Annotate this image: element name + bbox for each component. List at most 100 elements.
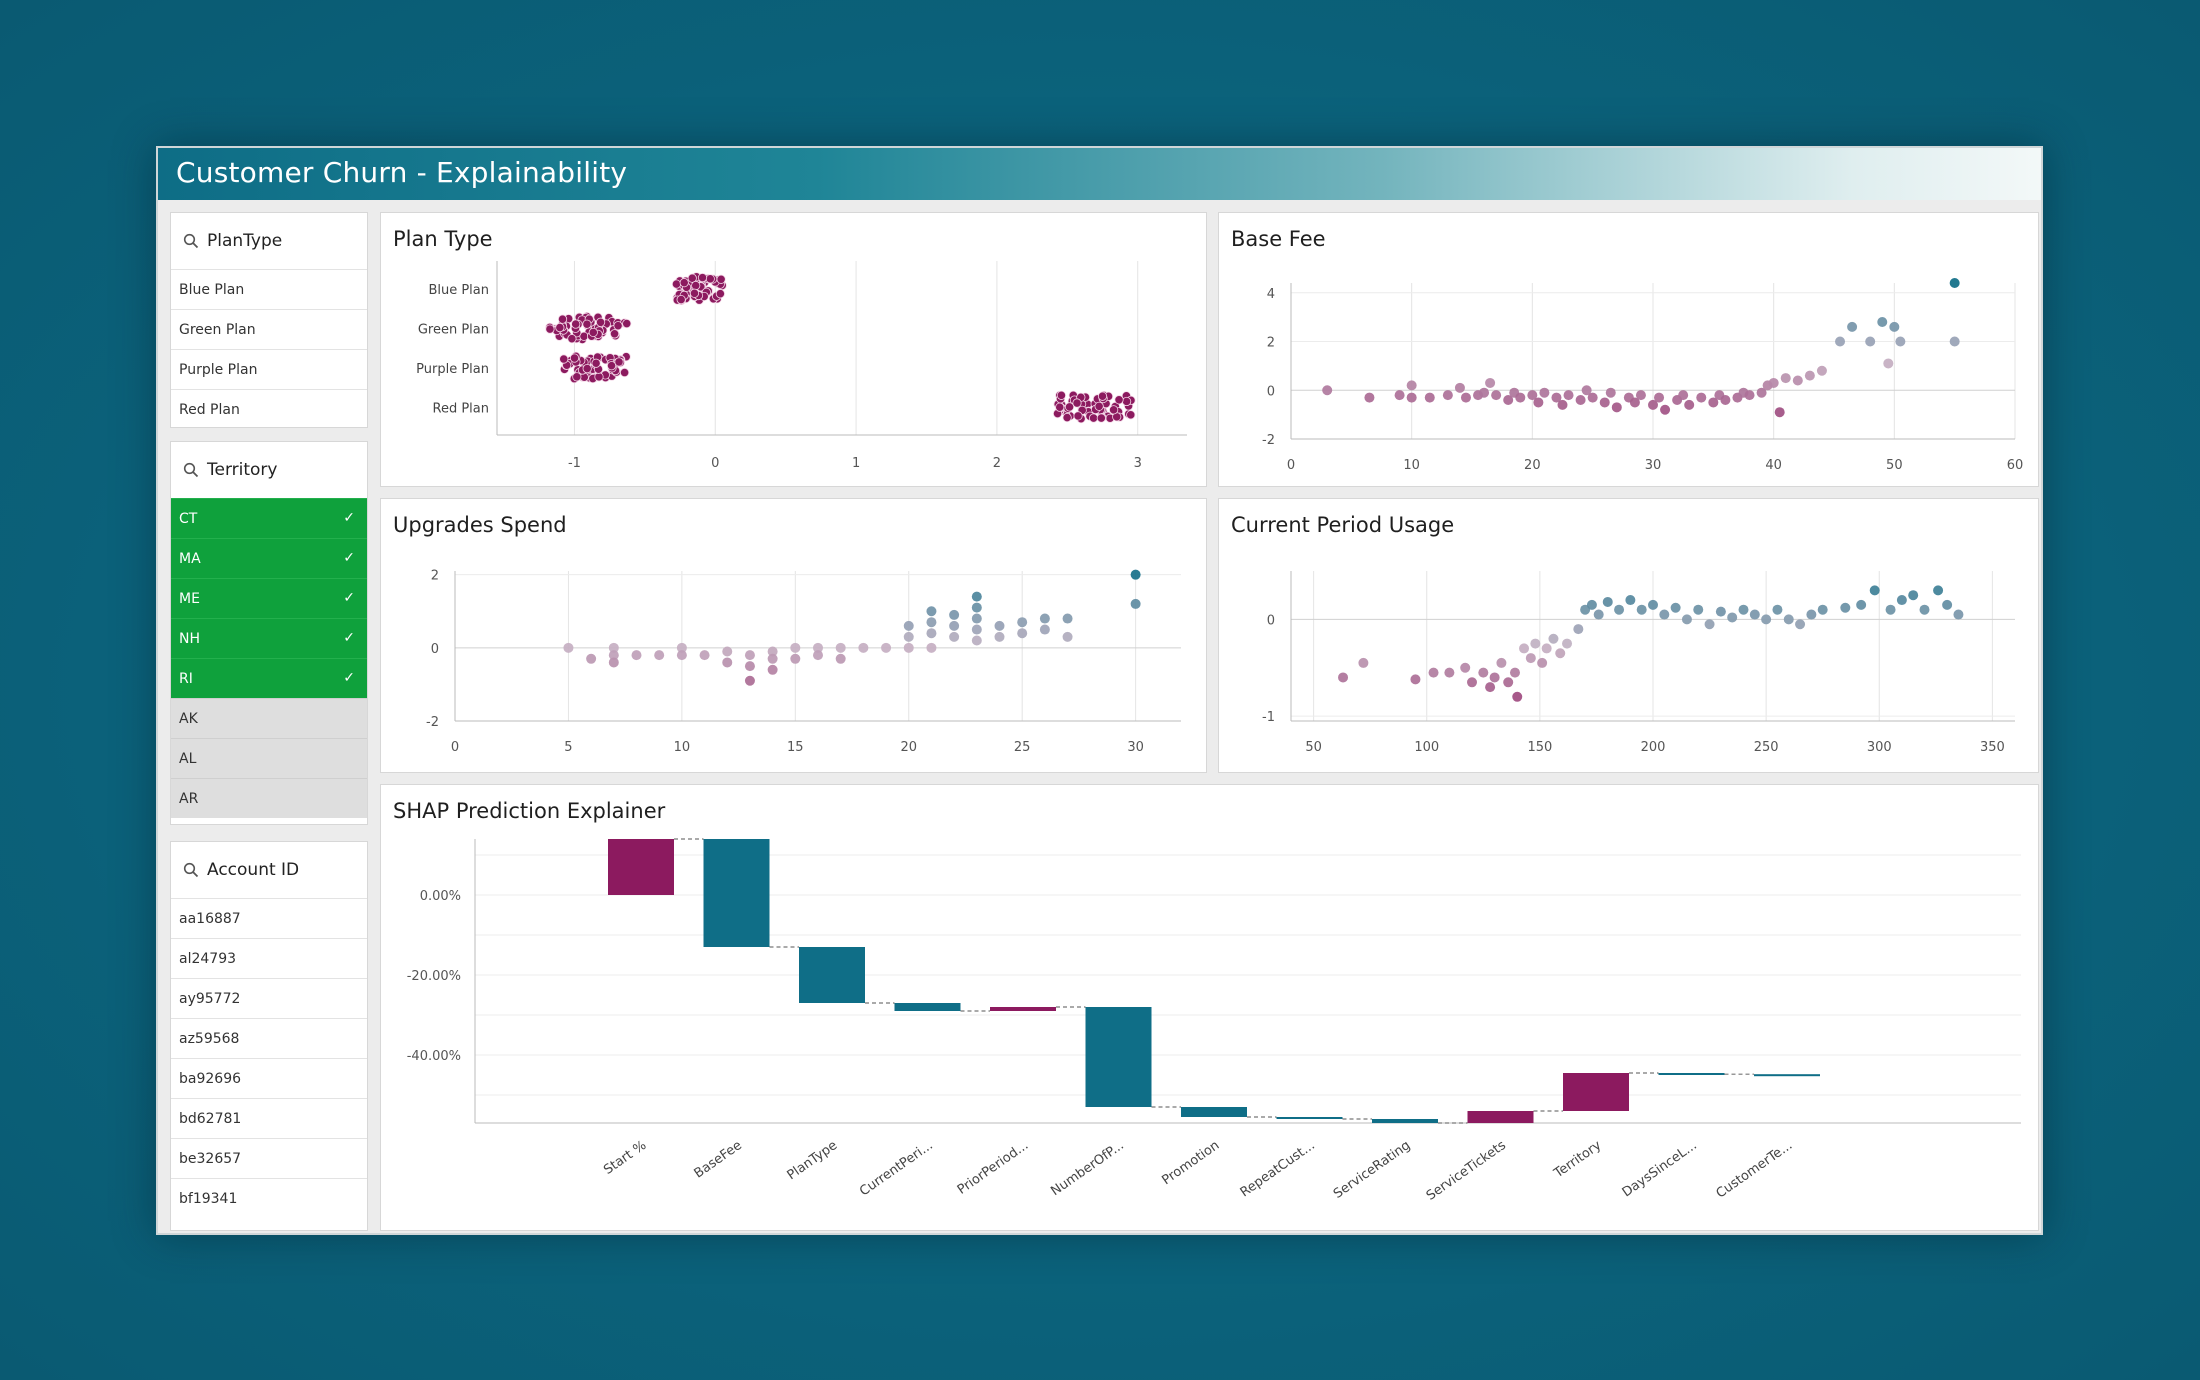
data-point: [1478, 667, 1489, 678]
account-filter-header[interactable]: Account ID: [171, 842, 367, 898]
data-point: [971, 635, 982, 646]
base-fee-chart[interactable]: Base Fee 0 10 20 30 40 50 60 4 2 0 -2: [1218, 212, 2039, 487]
data-point: [676, 642, 687, 653]
search-icon[interactable]: [183, 862, 199, 878]
list-item-alternative[interactable]: AL: [171, 738, 367, 778]
list-item[interactable]: bd62781: [171, 1098, 367, 1138]
territory-filter: Territory CT ✓ MA ✓ ME ✓ NH ✓ RI ✓ AK AL AR: [170, 441, 368, 825]
waterfall-bar: [1181, 1107, 1247, 1117]
plantype-filter-header[interactable]: PlanType: [171, 213, 367, 269]
x-tick-label: 25: [1014, 740, 1031, 755]
upgrades-spend-chart[interactable]: Upgrades Spend 0 5 10 15 20 25 30 2 0 -2: [380, 498, 1207, 773]
data-point: [790, 653, 801, 664]
plan-type-chart[interactable]: Plan Type -1 0 1 2 3 Blue Plan Green Plan Purpl…: [380, 212, 1207, 487]
data-point: [613, 321, 623, 331]
x-tick-label: 30: [1127, 740, 1144, 755]
data-point: [1648, 399, 1658, 410]
list-item[interactable]: Red Plan: [171, 389, 367, 429]
data-point: [1533, 397, 1544, 408]
current-period-usage-chart[interactable]: Current Period Usage 50 100 150 200 250 300 35…: [1218, 498, 2039, 773]
data-point: [687, 273, 697, 283]
data-point: [1442, 390, 1453, 401]
data-point: [1394, 390, 1405, 401]
data-point: [1684, 399, 1695, 410]
list-item-selected[interactable]: RI ✓: [171, 658, 367, 698]
data-point: [1744, 390, 1755, 401]
data-point: [1681, 614, 1692, 625]
list-item-label: AK: [179, 710, 198, 727]
list-item[interactable]: az59568: [171, 1018, 367, 1058]
list-item-label: Green Plan: [179, 321, 256, 338]
data-point: [559, 354, 569, 364]
data-point: [1460, 662, 1471, 673]
list-item-selected[interactable]: CT ✓: [171, 498, 367, 538]
y-tick-label: Blue Plan: [428, 283, 489, 298]
data-point: [1602, 596, 1613, 607]
data-point: [705, 274, 715, 284]
data-point: [1064, 402, 1075, 412]
shap-explainer-chart[interactable]: SHAP Prediction Explainer 0.00% -20.00% -4…: [380, 784, 2039, 1231]
list-item[interactable]: al24793: [171, 938, 367, 978]
data-point: [1783, 614, 1794, 625]
x-tick-label: 250: [1754, 740, 1779, 755]
data-point: [1774, 407, 1785, 418]
data-point: [744, 650, 755, 661]
data-point: [949, 609, 960, 620]
data-point: [1720, 395, 1731, 405]
list-item-selected[interactable]: MA ✓: [171, 538, 367, 578]
list-item[interactable]: aa16887: [171, 898, 367, 938]
data-point: [689, 288, 700, 298]
y-tick-label: 0: [1267, 613, 1275, 628]
data-point: [971, 602, 982, 613]
data-point: [1062, 613, 1073, 624]
data-point: [557, 314, 568, 324]
x-tick-label: BaseFee: [692, 1138, 745, 1182]
list-item-selected[interactable]: NH ✓: [171, 618, 367, 658]
data-point: [949, 631, 960, 642]
data-point: [699, 650, 710, 661]
list-item[interactable]: ba92696: [171, 1058, 367, 1098]
data-point: [1795, 619, 1806, 630]
data-point: [1949, 278, 1960, 288]
data-point: [1541, 643, 1552, 654]
data-point: [1097, 391, 1108, 401]
list-item[interactable]: be32657: [171, 1138, 367, 1178]
data-point: [1491, 390, 1502, 401]
data-point: [1073, 411, 1083, 421]
list-item[interactable]: Blue Plan: [171, 269, 367, 309]
list-item[interactable]: ay95772: [171, 978, 367, 1018]
list-item-selected[interactable]: ME ✓: [171, 578, 367, 618]
data-point: [1587, 392, 1598, 403]
data-point: [1953, 609, 1964, 620]
data-point: [722, 646, 733, 657]
data-point: [1126, 410, 1136, 420]
search-icon[interactable]: [183, 233, 199, 249]
list-item-alternative[interactable]: AR: [171, 778, 367, 818]
data-point: [1509, 667, 1520, 678]
list-item[interactable]: bf19341: [171, 1178, 367, 1218]
search-icon[interactable]: [183, 462, 199, 478]
data-point: [1503, 677, 1514, 688]
app-title: Customer Churn - Explainability: [176, 156, 628, 189]
x-tick-label: 0: [1287, 458, 1295, 473]
data-point: [1865, 336, 1876, 347]
data-point: [1889, 321, 1900, 332]
waterfall-bar: [1658, 1073, 1725, 1075]
data-point: [1039, 624, 1050, 635]
account-filter: Account ID aa16887 al24793 ay95772 az59568 b…: [170, 841, 368, 1231]
territory-filter-header[interactable]: Territory: [171, 442, 367, 498]
list-item[interactable]: Purple Plan: [171, 349, 367, 389]
list-item-alternative[interactable]: AK: [171, 698, 367, 738]
data-point: [813, 642, 823, 653]
data-point: [591, 358, 601, 368]
data-point: [1479, 387, 1490, 398]
data-point: [1611, 402, 1622, 413]
x-tick-label: 2: [993, 456, 1001, 471]
x-tick-label: Promotion: [1159, 1138, 1222, 1188]
check-icon: ✓: [343, 670, 355, 686]
data-point: [926, 606, 937, 617]
y-tick-label: -1: [1262, 710, 1275, 725]
data-point: [676, 650, 687, 661]
account-filter-label: Account ID: [207, 860, 300, 880]
list-item[interactable]: Green Plan: [171, 309, 367, 349]
